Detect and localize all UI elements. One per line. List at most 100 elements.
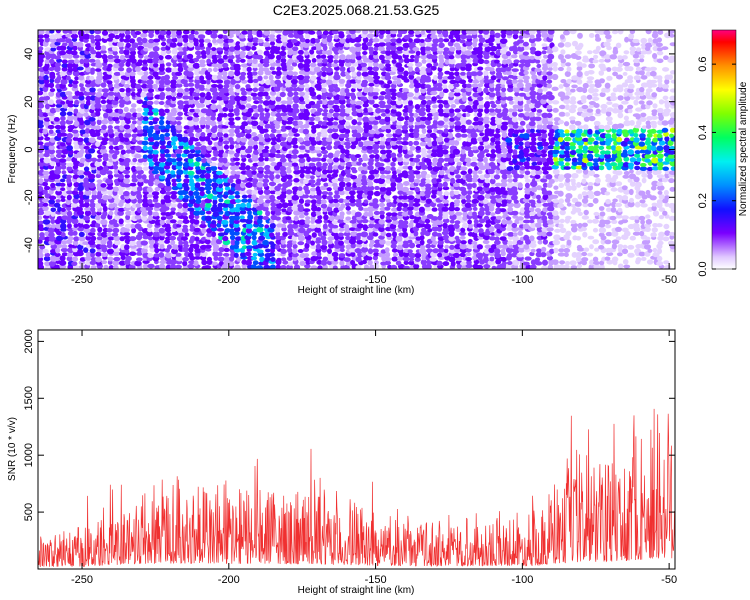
spectrogram-cell [322, 108, 329, 113]
spectrogram-cell [328, 202, 335, 208]
spectrogram-cell [153, 38, 161, 43]
spectrogram-cell [523, 161, 530, 167]
spectrogram-cell [43, 157, 51, 164]
spectrogram-cell [378, 100, 386, 106]
spectrogram-cell [425, 174, 431, 179]
spectrogram-cell [94, 107, 102, 113]
spectrogram-cell [143, 136, 149, 141]
spectrogram-cell [453, 199, 461, 205]
spectrogram-cell [148, 32, 154, 39]
spectrogram-cell [165, 252, 173, 259]
spectrogram-cell [372, 95, 379, 100]
spectrogram-cell [123, 235, 131, 240]
spectrogram-cell [112, 186, 120, 192]
spectrogram-cell [292, 103, 299, 110]
spectrogram-cell [205, 189, 211, 195]
spectrogram-cell [310, 199, 317, 205]
spectrogram-cell [72, 95, 80, 100]
spectrogram-cell [529, 132, 537, 138]
spectrogram-cell [152, 231, 160, 238]
spectrogram-cell [396, 46, 404, 51]
spectrogram-cell [131, 42, 139, 49]
spectrogram-cell [323, 214, 329, 221]
spectrogram-cell [70, 33, 79, 39]
spectrogram-cell [443, 38, 450, 43]
spectrogram-cell [38, 34, 44, 39]
spectrogram-cell [536, 109, 543, 113]
spectrogram-cell [112, 50, 118, 56]
spectrogram-cell [178, 195, 184, 200]
spectrogram-cell [107, 94, 114, 101]
spectrogram-cell [442, 181, 448, 188]
spectrogram-cell [274, 244, 281, 250]
spectrogram-cell [228, 128, 236, 134]
spectrogram-cell [95, 51, 102, 56]
spectrogram-cell [164, 54, 172, 60]
spectrogram-cell [106, 240, 113, 247]
spectrogram-cell [60, 128, 66, 134]
spectrogram-cell [291, 194, 300, 201]
spectrogram-cell [71, 80, 79, 85]
spectrogram-cell [304, 199, 312, 204]
spectrogram-cell [141, 215, 148, 222]
spectrogram-cell [71, 256, 79, 262]
spectrogram-cell [164, 153, 172, 158]
spectrogram-cell [361, 185, 368, 191]
spectrogram-cell [187, 82, 195, 87]
spectrogram-cell [461, 198, 467, 204]
spectrogram-cell [108, 149, 115, 154]
spectrogram-cell [94, 222, 101, 228]
spectrogram-cell [349, 46, 356, 53]
spectrogram-cell [89, 30, 95, 35]
spectrogram-cell [328, 108, 334, 114]
spectrogram-cell [170, 79, 177, 85]
spectrogram-cell [304, 83, 310, 89]
spectrogram-cell [38, 116, 46, 121]
spectrogram-cell [96, 236, 103, 241]
spectrogram-cell [234, 211, 241, 217]
spectrogram-cell [414, 252, 422, 259]
spectrogram-cell [209, 120, 217, 127]
spectrogram-cell [160, 46, 167, 51]
spectrogram-cell [373, 260, 379, 265]
spectrogram-cell [464, 157, 472, 163]
spectrogram-cell [238, 34, 246, 39]
spectrogram-cell [97, 226, 103, 233]
spectrogram-cell [54, 252, 61, 257]
spectrogram-cell [518, 145, 524, 150]
spectrogram-cell [285, 189, 293, 195]
spectrogram-cell [89, 75, 95, 81]
spectrogram-cell [146, 186, 153, 193]
spectrogram-cell [331, 63, 339, 68]
spectrogram-cell [89, 128, 96, 135]
spectrogram-cell [171, 68, 179, 73]
spectrogram-cell [408, 38, 413, 43]
spectrogram-cell [72, 45, 78, 51]
spectrogram-cell [176, 133, 183, 138]
spectrogram-cell [316, 178, 322, 184]
spectrogram-cell [546, 190, 553, 196]
spectrogram-cell [147, 136, 155, 142]
spectrogram-cell [130, 88, 136, 92]
spectrogram-cell [65, 91, 73, 96]
spectrogram-cell [147, 146, 154, 151]
spectrogram-cell [458, 104, 466, 110]
spectrogram-cell [129, 251, 137, 256]
spectrogram-cell [154, 179, 161, 184]
spectrogram-cell [66, 256, 73, 262]
spectrogram-cell [108, 33, 116, 39]
spectrogram-cell [189, 148, 196, 154]
spectrogram-cell [43, 33, 50, 39]
spectrogram-cell [471, 146, 478, 151]
spectrogram-cell [100, 129, 107, 134]
spectrogram-cell [160, 152, 166, 159]
spectrogram-cell [95, 45, 102, 51]
spectrogram-cell [108, 137, 115, 142]
spectrogram-cell [48, 232, 55, 238]
spectrogram-cell [540, 58, 547, 64]
spectrogram-cell [111, 46, 118, 52]
spectrogram-cell [152, 41, 159, 46]
spectrogram-cell [496, 104, 502, 110]
spectrogram-cell [477, 120, 484, 126]
spectrogram-cell [198, 38, 205, 44]
